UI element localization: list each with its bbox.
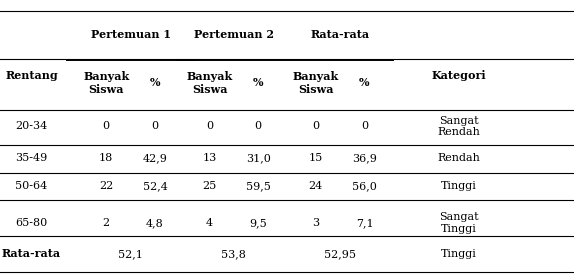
Text: 59,5: 59,5 (246, 181, 271, 191)
Text: %: % (150, 77, 160, 88)
Text: Pertemuan 1: Pertemuan 1 (91, 29, 170, 40)
Text: 50-64: 50-64 (15, 181, 48, 191)
Text: 15: 15 (309, 153, 323, 163)
Text: Rendah: Rendah (438, 153, 480, 163)
Text: 0: 0 (103, 121, 110, 131)
Text: 13: 13 (203, 153, 216, 163)
Text: Rata-rata: Rata-rata (2, 248, 61, 259)
Text: 65-80: 65-80 (15, 218, 48, 228)
Text: 42,9: 42,9 (142, 153, 168, 163)
Text: Kategori: Kategori (432, 70, 487, 81)
Text: Banyak
Siswa: Banyak Siswa (83, 71, 129, 95)
Text: 35-49: 35-49 (15, 153, 48, 163)
Text: 3: 3 (312, 218, 319, 228)
Text: Tinggi: Tinggi (441, 249, 477, 259)
Text: 31,0: 31,0 (246, 153, 271, 163)
Text: 0: 0 (312, 121, 319, 131)
Text: Sangat
Rendah: Sangat Rendah (438, 116, 480, 137)
Text: 9,5: 9,5 (250, 218, 267, 228)
Text: 52,95: 52,95 (324, 249, 356, 259)
Text: 25: 25 (203, 181, 216, 191)
Text: Sangat
Tinggi: Sangat Tinggi (439, 212, 479, 233)
Text: Rata-rata: Rata-rata (311, 29, 370, 40)
Text: 7,1: 7,1 (356, 218, 373, 228)
Text: 0: 0 (152, 121, 158, 131)
Text: 2: 2 (103, 218, 110, 228)
Text: Banyak
Siswa: Banyak Siswa (293, 71, 339, 95)
Text: Banyak
Siswa: Banyak Siswa (187, 71, 232, 95)
Text: 36,9: 36,9 (352, 153, 377, 163)
Text: 18: 18 (99, 153, 113, 163)
Text: 52,1: 52,1 (118, 249, 143, 259)
Text: 22: 22 (99, 181, 113, 191)
Text: 20-34: 20-34 (15, 121, 48, 131)
Text: 0: 0 (206, 121, 213, 131)
Text: %: % (253, 77, 263, 88)
Text: 53,8: 53,8 (222, 249, 246, 259)
Text: 0: 0 (361, 121, 368, 131)
Text: Rentang: Rentang (5, 70, 58, 81)
Text: 4,8: 4,8 (146, 218, 164, 228)
Text: Tinggi: Tinggi (441, 181, 477, 191)
Text: %: % (359, 77, 370, 88)
Text: 24: 24 (309, 181, 323, 191)
Text: 0: 0 (255, 121, 262, 131)
Text: Pertemuan 2: Pertemuan 2 (194, 29, 274, 40)
Text: 4: 4 (206, 218, 213, 228)
Text: 56,0: 56,0 (352, 181, 377, 191)
Text: 52,4: 52,4 (142, 181, 168, 191)
